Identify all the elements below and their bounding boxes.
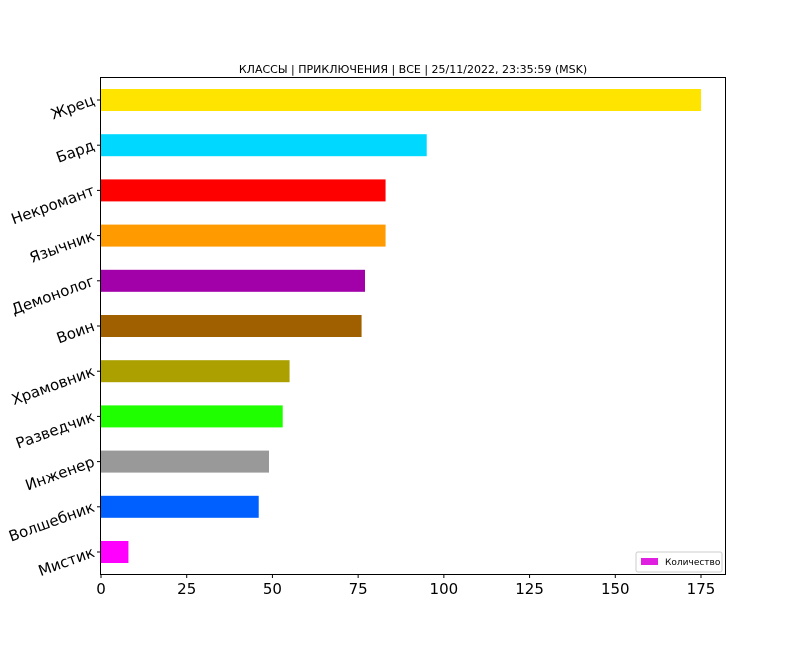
y-tick-label: Воин xyxy=(54,317,97,347)
x-axis: 0 25 50 75 100 125 150 175 xyxy=(96,574,715,598)
y-tick-label: Волшебник xyxy=(6,498,97,546)
x-tick-label: 25 xyxy=(177,580,196,598)
y-tick-label: Жрец xyxy=(48,91,97,123)
x-tick-label: 0 xyxy=(96,580,106,598)
y-tick-label: Демонолог xyxy=(9,272,97,319)
chart-title: КЛАССЫ | ПРИКЛЮЧЕНИЯ | ВСЕ | 25/11/2022,… xyxy=(239,63,587,76)
bar-10 xyxy=(101,541,129,563)
x-tick-label: 50 xyxy=(263,580,282,598)
bar-9 xyxy=(101,495,259,518)
bar-6 xyxy=(101,360,290,383)
y-tick-label: Бард xyxy=(54,136,97,166)
x-tick-label: 125 xyxy=(515,580,544,598)
bar-3 xyxy=(101,224,386,247)
x-tick-label: 100 xyxy=(430,580,459,598)
y-tick-label: Некромант xyxy=(9,181,97,228)
y-tick-label: Язычник xyxy=(27,227,97,267)
x-tick-label: 150 xyxy=(601,580,630,598)
x-tick-label: 75 xyxy=(349,580,368,598)
bar-2 xyxy=(101,179,386,202)
bar-0 xyxy=(101,89,701,111)
x-tick-label: 175 xyxy=(687,580,716,598)
legend: Количество xyxy=(635,551,723,573)
bar-8 xyxy=(101,450,269,473)
bar-5 xyxy=(101,315,362,337)
bar-4 xyxy=(101,269,365,292)
bar-1 xyxy=(101,134,427,157)
bar-7 xyxy=(101,405,283,428)
y-tick-label: Храмовник xyxy=(9,362,97,409)
bars-group xyxy=(101,89,701,563)
legend-label: Количество xyxy=(665,558,721,568)
legend-box xyxy=(635,551,723,573)
y-tick-label: Разведчик xyxy=(13,407,97,452)
y-tick-label: Инженер xyxy=(23,453,97,495)
y-tick-label: Мистик xyxy=(36,543,97,580)
legend-swatch xyxy=(641,558,658,565)
